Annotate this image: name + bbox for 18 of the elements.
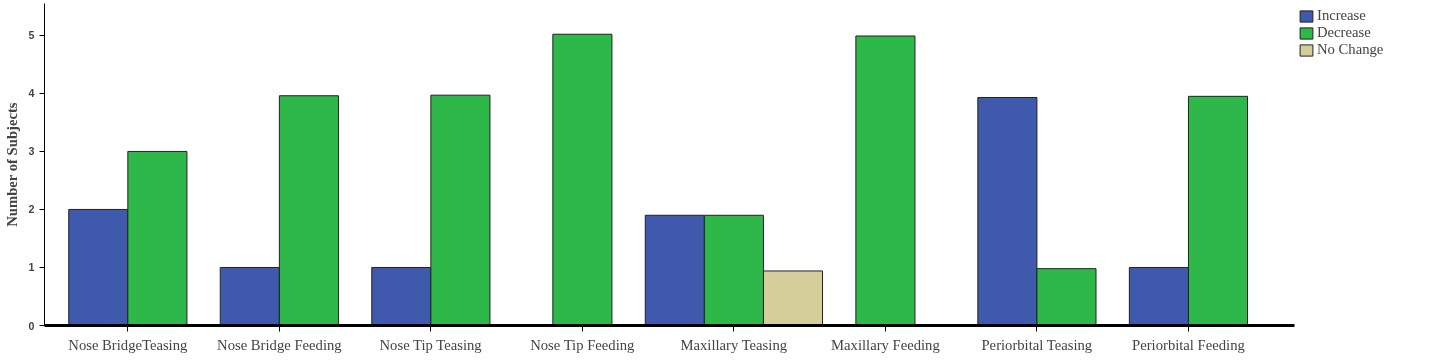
- y-tick-label: 3: [28, 145, 35, 158]
- x-tick-label: Nose BridgeTeasing: [68, 336, 189, 353]
- y-tick-label: 0: [28, 319, 35, 332]
- y-tick-label: 2: [28, 203, 35, 216]
- legend-label: Decrease: [1317, 24, 1371, 41]
- y-tick-label: 1: [28, 261, 35, 274]
- x-tick-label: Periorbital Teasing: [981, 336, 1093, 353]
- legend-label: No Change: [1317, 41, 1384, 58]
- x-tick-label: Maxillary Teasing: [680, 336, 788, 353]
- legend-label: Increase: [1317, 7, 1366, 24]
- x-tick-label: Nose Tip Feeding: [530, 336, 636, 353]
- x-tick-label: Nose Tip Teasing: [379, 336, 483, 353]
- y-axis-title: Number of Subjects: [3, 102, 20, 227]
- x-tick-label: Periorbital Feeding: [1132, 336, 1246, 353]
- x-tick-label: Nose Bridge Feeding: [217, 336, 343, 353]
- y-tick-label: 5: [28, 29, 35, 42]
- x-tick-label: Maxillary Feeding: [831, 336, 941, 353]
- y-tick-label: 4: [28, 87, 35, 100]
